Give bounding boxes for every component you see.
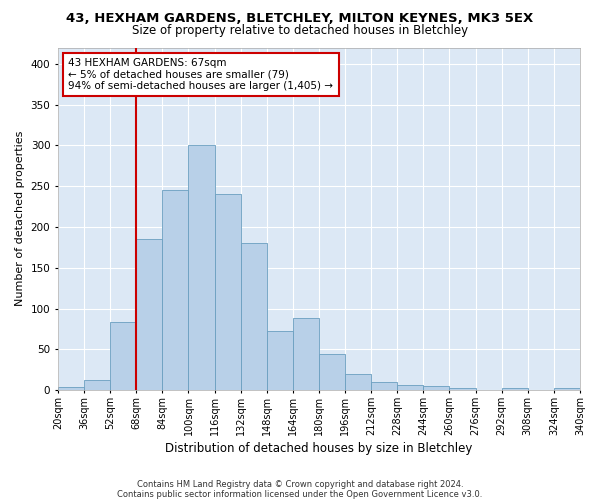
Bar xyxy=(502,388,528,390)
Bar xyxy=(554,388,580,390)
Bar xyxy=(449,388,476,390)
Bar xyxy=(188,146,215,390)
Bar xyxy=(424,386,449,390)
Bar xyxy=(319,354,345,390)
Bar xyxy=(84,380,110,390)
Text: Contains HM Land Registry data © Crown copyright and database right 2024.
Contai: Contains HM Land Registry data © Crown c… xyxy=(118,480,482,499)
Y-axis label: Number of detached properties: Number of detached properties xyxy=(15,131,25,306)
Bar xyxy=(267,332,293,390)
Bar xyxy=(293,318,319,390)
Bar xyxy=(136,239,163,390)
Bar xyxy=(345,374,371,390)
Bar xyxy=(397,385,424,390)
Bar xyxy=(110,322,136,390)
X-axis label: Distribution of detached houses by size in Bletchley: Distribution of detached houses by size … xyxy=(165,442,473,455)
Bar xyxy=(371,382,397,390)
Text: Size of property relative to detached houses in Bletchley: Size of property relative to detached ho… xyxy=(132,24,468,37)
Bar xyxy=(163,190,188,390)
Bar xyxy=(58,387,84,390)
Text: 43 HEXHAM GARDENS: 67sqm
← 5% of detached houses are smaller (79)
94% of semi-de: 43 HEXHAM GARDENS: 67sqm ← 5% of detache… xyxy=(68,58,334,91)
Bar xyxy=(215,194,241,390)
Text: 43, HEXHAM GARDENS, BLETCHLEY, MILTON KEYNES, MK3 5EX: 43, HEXHAM GARDENS, BLETCHLEY, MILTON KE… xyxy=(67,12,533,26)
Bar xyxy=(241,244,267,390)
